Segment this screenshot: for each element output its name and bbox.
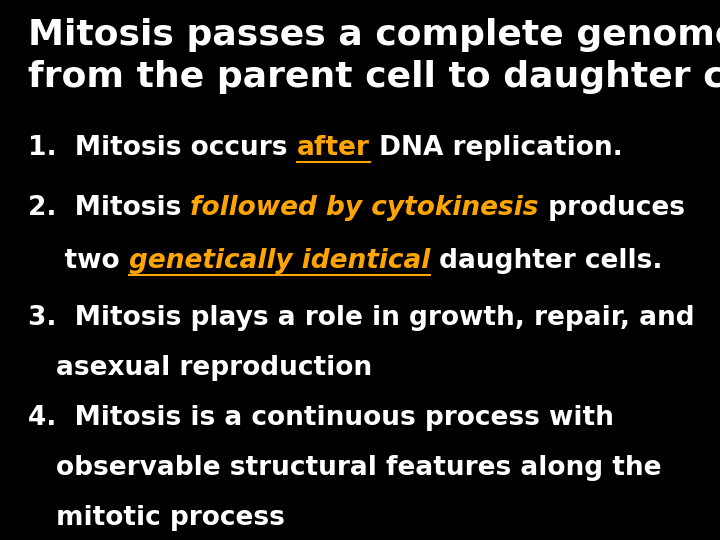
Text: followed by cytokinesis: followed by cytokinesis	[191, 195, 539, 221]
Text: 3.  Mitosis plays a role in growth, repair, and: 3. Mitosis plays a role in growth, repai…	[28, 305, 695, 331]
Text: 2.  Mitosis: 2. Mitosis	[28, 195, 191, 221]
Text: asexual reproduction: asexual reproduction	[56, 355, 372, 381]
Text: produces: produces	[539, 195, 685, 221]
Text: DNA replication.: DNA replication.	[369, 135, 622, 161]
Text: genetically identical: genetically identical	[129, 248, 430, 274]
Text: Mitosis passes a complete genome: Mitosis passes a complete genome	[28, 18, 720, 52]
Text: 4.  Mitosis is a continuous process with: 4. Mitosis is a continuous process with	[28, 405, 614, 431]
Text: two: two	[28, 248, 129, 274]
Text: from the parent cell to daughter cells.: from the parent cell to daughter cells.	[28, 60, 720, 94]
Text: mitotic process: mitotic process	[56, 505, 285, 531]
Text: observable structural features along the: observable structural features along the	[56, 455, 662, 481]
Text: after: after	[297, 135, 369, 161]
Text: 1.  Mitosis occurs: 1. Mitosis occurs	[28, 135, 297, 161]
Text: daughter cells.: daughter cells.	[430, 248, 662, 274]
